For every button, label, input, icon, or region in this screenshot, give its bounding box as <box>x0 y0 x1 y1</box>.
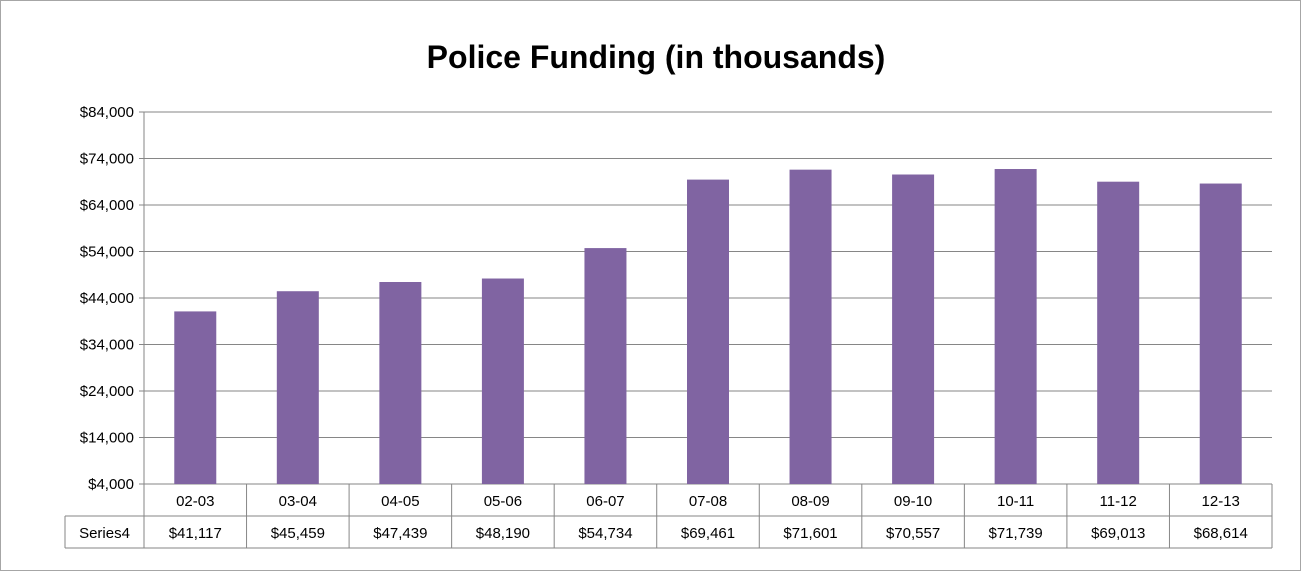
y-tick-label: $84,000 <box>80 104 134 121</box>
y-axis-tick-labels: $4,000 $14,000 $24,000 $34,000 $44,000 $54,00… <box>80 104 134 493</box>
x-category-label: 11-12 <box>1100 493 1137 510</box>
x-category-label: 09-10 <box>894 493 932 510</box>
data-value-label: $47,439 <box>373 525 427 542</box>
bar <box>994 169 1037 484</box>
chart-title: Police Funding (in thousands) <box>427 39 886 75</box>
data-table: 02-03 03-04 04-05 05-06 06-07 07-08 08-09 09-10… <box>64 484 1273 549</box>
x-category-label: 05-06 <box>484 493 522 510</box>
y-tick-label: $64,000 <box>80 197 134 214</box>
bar <box>1097 181 1140 484</box>
bar <box>687 179 729 484</box>
y-tick-label: $44,000 <box>80 290 134 307</box>
bar <box>892 174 935 484</box>
data-value-label: $68,614 <box>1194 525 1248 542</box>
x-category-label: 12-13 <box>1202 493 1240 510</box>
x-category-label: 04-05 <box>381 493 419 510</box>
y-tick-label: $54,000 <box>80 244 134 261</box>
bar <box>1199 183 1242 484</box>
x-category-label: 10-11 <box>997 493 1034 510</box>
bar <box>481 278 524 484</box>
y-tick-label: $34,000 <box>80 337 134 354</box>
y-tick-label: $4,000 <box>88 476 134 493</box>
bars <box>174 169 1242 485</box>
data-value-label: $71,739 <box>989 525 1043 542</box>
x-category-label: 08-09 <box>791 493 829 510</box>
data-value-label: $41,117 <box>169 525 222 542</box>
series-name-label: Series4 <box>79 525 130 542</box>
data-value-label: $69,013 <box>1091 525 1145 542</box>
bar <box>789 169 832 485</box>
data-value-label: $48,190 <box>476 525 530 542</box>
bar <box>584 248 627 484</box>
x-category-label: 02-03 <box>176 493 214 510</box>
x-category-label: 07-08 <box>689 493 727 510</box>
data-value-label: $45,459 <box>271 525 325 542</box>
bar <box>379 282 422 484</box>
y-tick-label: $24,000 <box>80 383 134 400</box>
data-value-label: $54,734 <box>578 525 632 542</box>
bar <box>276 291 319 484</box>
x-category-label: 03-04 <box>279 493 317 510</box>
data-value-label: $71,601 <box>783 525 837 542</box>
data-value-label: $70,557 <box>886 525 940 542</box>
y-tick-label: $14,000 <box>80 430 134 447</box>
bar <box>174 311 217 484</box>
x-category-label: 06-07 <box>586 493 624 510</box>
y-tick-label: $74,000 <box>80 151 134 168</box>
data-value-label: $69,461 <box>681 525 735 542</box>
